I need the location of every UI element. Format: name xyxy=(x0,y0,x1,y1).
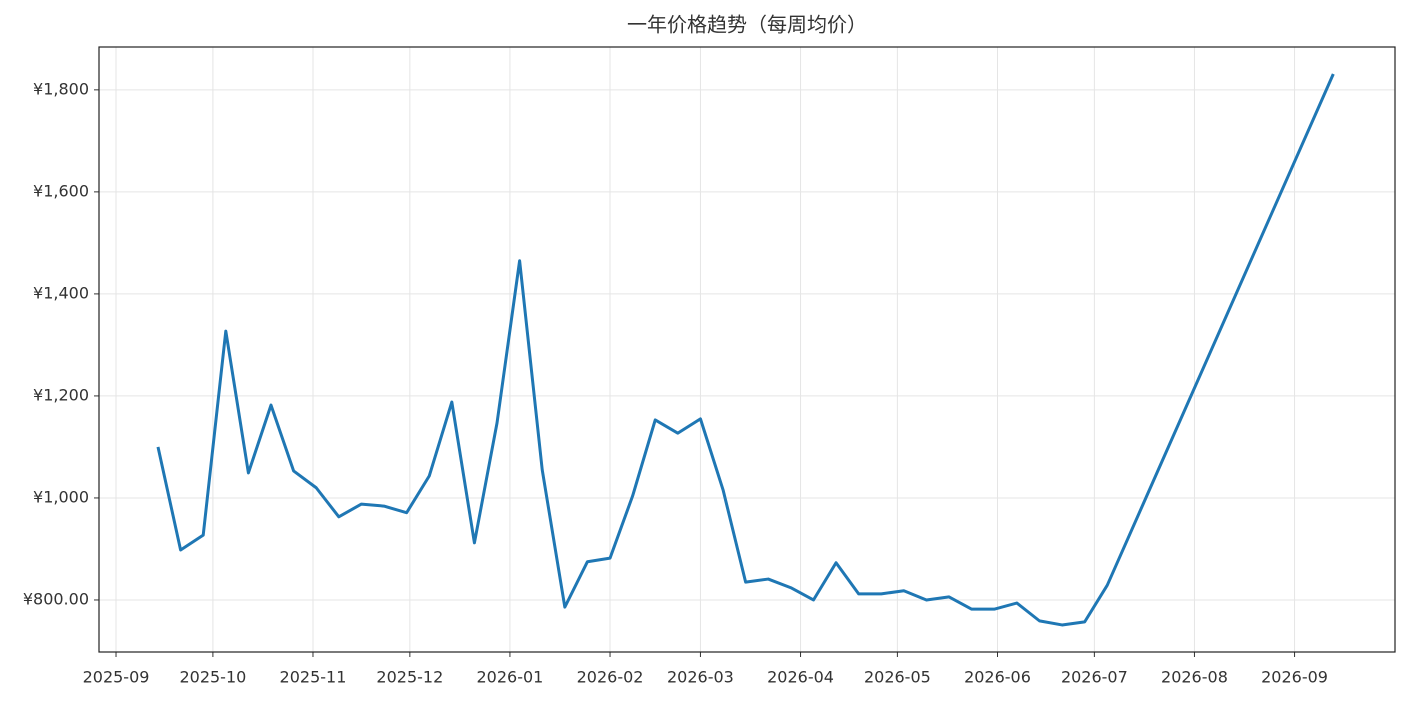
x-tick-label: 2025-10 xyxy=(179,668,246,687)
x-tick-label: 2025-11 xyxy=(280,668,347,687)
x-tick-label: 2026-02 xyxy=(577,668,644,687)
y-tick-label: ¥800.00 xyxy=(23,589,89,608)
x-tick-label: 2026-01 xyxy=(476,668,543,687)
x-tick-label: 2026-06 xyxy=(964,668,1031,687)
x-tick-label: 2025-09 xyxy=(83,668,150,687)
x-tick-label: 2026-08 xyxy=(1161,668,1228,687)
x-tick-label: 2025-12 xyxy=(376,668,443,687)
y-tick-label: ¥1,400 xyxy=(33,283,89,302)
price-line xyxy=(156,73,1335,627)
x-tick-label: 2026-07 xyxy=(1061,668,1128,687)
x-tick-label: 2026-05 xyxy=(864,668,931,687)
plot-frame xyxy=(98,46,1396,653)
x-tick-label: 2026-04 xyxy=(767,668,834,687)
x-tick-label: 2026-03 xyxy=(667,668,734,687)
chart-title: 一年价格趋势（每周均价） xyxy=(627,13,867,37)
y-tick-label: ¥1,800 xyxy=(33,79,89,98)
y-tick-label: ¥1,000 xyxy=(33,487,89,506)
x-tick-label: 2026-09 xyxy=(1261,668,1328,687)
y-tick-label: ¥1,600 xyxy=(33,181,89,200)
y-tick-label: ¥1,200 xyxy=(33,385,89,404)
